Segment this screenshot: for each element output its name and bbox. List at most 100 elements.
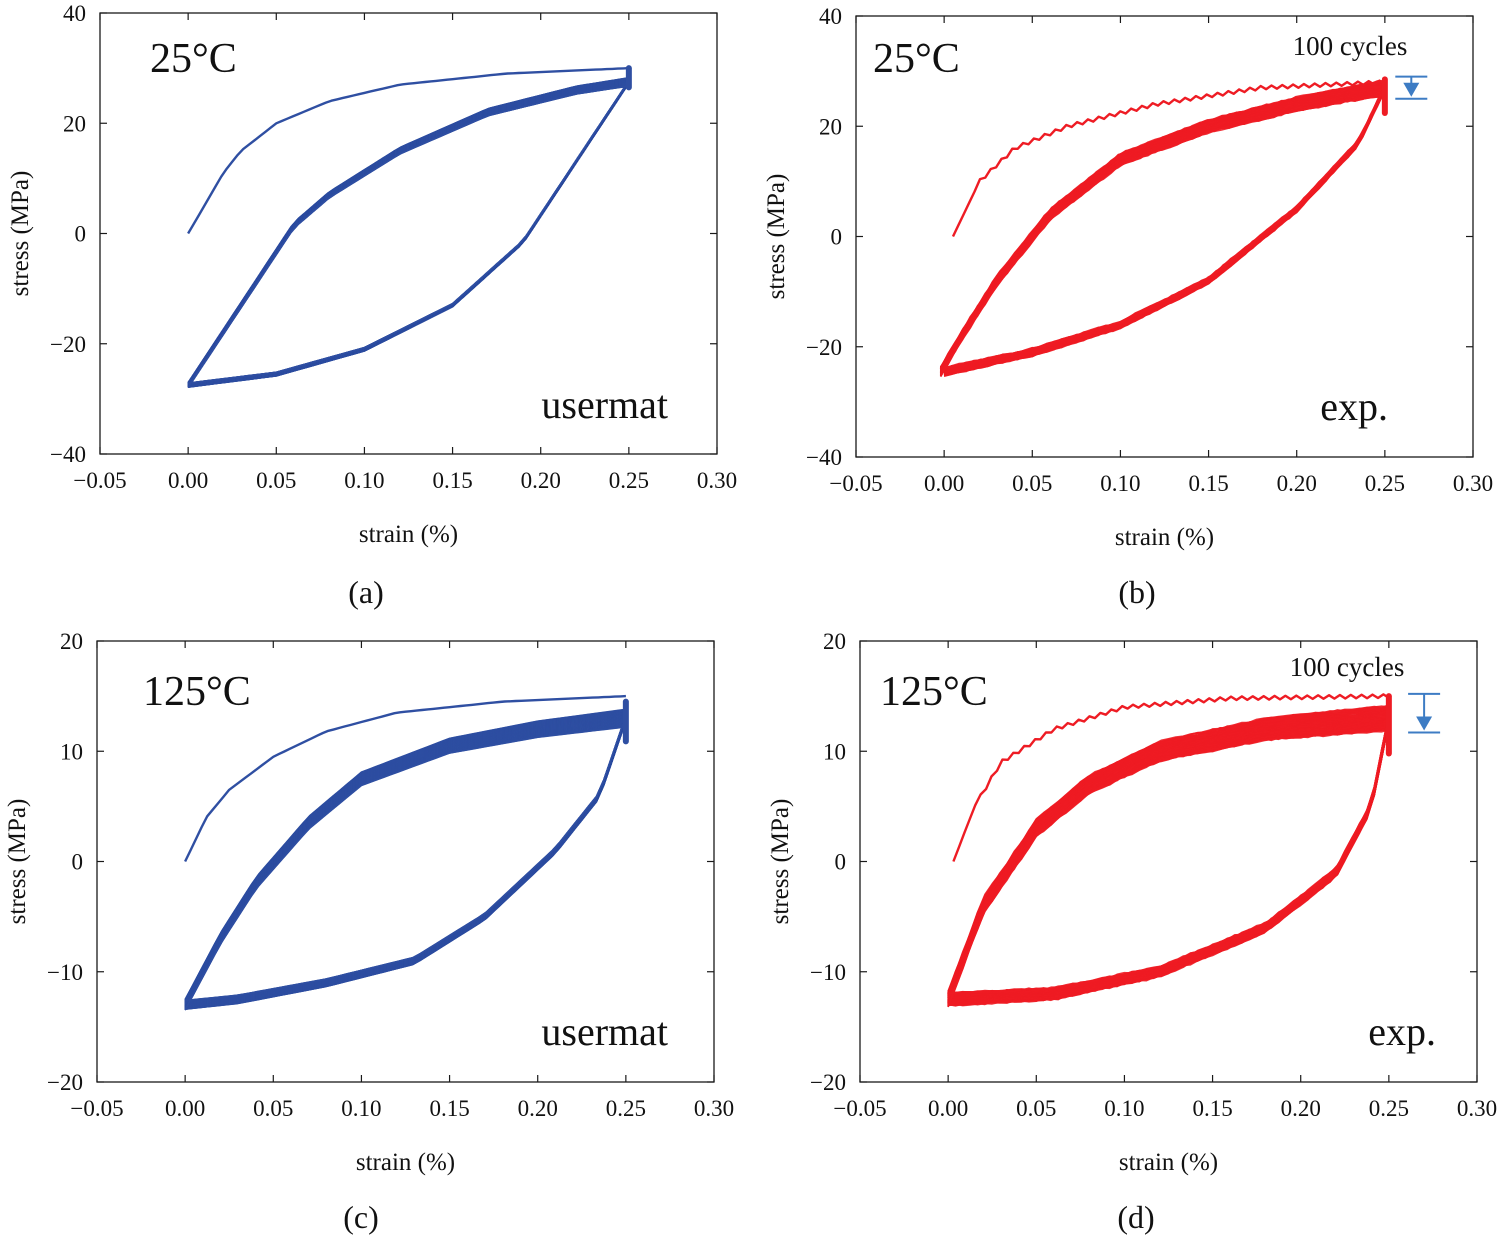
cycle-loop (939, 87, 1386, 373)
cycle-loop (939, 80, 1386, 376)
cycle-loop (187, 81, 630, 386)
cycle-loop (187, 79, 630, 387)
cycle-loop (187, 79, 630, 387)
source-label: usermat (541, 382, 668, 427)
cycle-loop (187, 80, 630, 387)
cycle-loop (939, 84, 1386, 374)
y-tick-label: 40 (819, 4, 842, 29)
initial-loading-curve (187, 66, 629, 235)
cycle-loop (939, 83, 1386, 373)
cycle-loop (939, 85, 1386, 374)
cycle-loop (939, 81, 1386, 375)
cycle-loop (939, 82, 1386, 374)
x-tick-label: 0.10 (1104, 1096, 1144, 1121)
x-tick-label: 0.20 (1277, 471, 1317, 496)
cycle-loop (939, 86, 1386, 373)
x-tick-label: 0.25 (1369, 1096, 1409, 1121)
cycle-loop (187, 80, 630, 387)
cycle-loop (187, 80, 630, 387)
cycle-loop (187, 78, 630, 388)
cycle-loop (187, 80, 630, 387)
cycle-loop (939, 84, 1386, 373)
cycle-loop (187, 80, 630, 387)
cycle-loop (939, 86, 1386, 374)
x-tick-label: 0.00 (928, 1096, 968, 1121)
cycle-loop (939, 81, 1386, 376)
y-tick-label: −40 (50, 442, 86, 467)
cycle-loop (939, 86, 1386, 373)
cycle-loop (187, 77, 630, 388)
cycle-loop (939, 84, 1386, 374)
y-tick-label: 20 (60, 629, 83, 654)
cycle-loop (187, 78, 630, 387)
y-tick-label: 10 (823, 739, 846, 764)
cycle-loop (187, 80, 630, 388)
cycle-loop (187, 79, 630, 387)
cycle-loop (187, 80, 630, 388)
cycle-loop (939, 86, 1386, 374)
cycle-loop (187, 80, 630, 387)
cycle-loop (187, 80, 630, 387)
cycle-loop (187, 78, 630, 388)
cycle-loop (187, 79, 630, 388)
cycle-loop (187, 79, 630, 387)
y-axis-label: stress (MPa) (4, 799, 31, 925)
cycle-loop (187, 80, 630, 387)
x-tick-label: 0.10 (1100, 471, 1140, 496)
cycle-loop (939, 84, 1386, 376)
cycle-loop (939, 84, 1386, 377)
cycle-loop (939, 85, 1386, 376)
cycle-loop (187, 77, 630, 388)
cycle-loop (187, 80, 630, 388)
cycle-loop (939, 83, 1386, 378)
cycle-loop (939, 84, 1386, 376)
y-tick-label: −10 (810, 960, 846, 985)
cycle-loop (187, 80, 630, 388)
cycle-loop (939, 86, 1386, 375)
cycle-loop (939, 84, 1386, 377)
hysteresis-curves (939, 76, 1388, 378)
cycle-loop (187, 80, 630, 386)
cycle-loop (187, 77, 630, 388)
hysteresis-curves (947, 693, 1392, 1008)
cycle-loop (939, 82, 1386, 375)
cycle-loop (939, 83, 1386, 375)
cycle-loop (939, 84, 1386, 375)
cycle-loop (187, 80, 630, 387)
x-tick-label: 0.30 (1453, 471, 1493, 496)
cycle-loop (187, 79, 630, 387)
cycle-loop (939, 85, 1386, 374)
x-axis-label: strain (%) (1115, 524, 1214, 551)
hysteresis-curves (184, 694, 629, 1011)
cycle-loop (939, 79, 1386, 377)
y-axis-label: stress (MPa) (763, 174, 790, 300)
cycle-loop (939, 86, 1386, 374)
cycle-loop (187, 80, 630, 387)
y-tick-label: 40 (63, 1, 86, 26)
cycle-loop (187, 80, 630, 387)
cycle-loop (187, 81, 630, 386)
cycle-loop (187, 81, 630, 386)
cycle-loop (187, 80, 630, 388)
cycle-loop (187, 80, 630, 387)
cycle-loop (939, 85, 1386, 374)
cycle-loop (187, 80, 630, 388)
cycle-loop (939, 85, 1386, 374)
cycle-loop (939, 85, 1386, 377)
cycle-loop (187, 77, 630, 388)
cycle-loop (939, 86, 1386, 377)
cycle-loop (187, 80, 630, 388)
panel-d: −0.05 0.00 0.05 0.10 0.15 0.20 0.25 0.30 −20 −10 0… (767, 629, 1497, 1235)
cycle-loop (187, 78, 630, 388)
cycle-loop (187, 79, 630, 387)
cycle-loop (939, 82, 1386, 376)
cycle-loop (939, 85, 1386, 375)
y-tick-label: 0 (835, 850, 847, 875)
cycle-loop (187, 77, 630, 388)
x-axis-label: strain (%) (356, 1149, 455, 1176)
cycle-loop (939, 87, 1386, 375)
cycle-loop (187, 78, 630, 388)
cycle-loop (187, 80, 630, 387)
cycle-loop (187, 79, 630, 389)
panel-label: (c) (343, 1199, 379, 1235)
